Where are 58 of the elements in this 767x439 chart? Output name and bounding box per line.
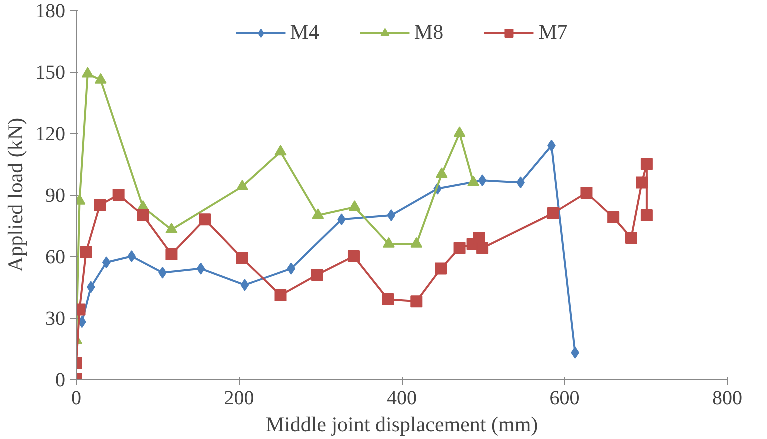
- point: [82, 67, 94, 78]
- point: [348, 250, 360, 262]
- point: [382, 237, 395, 248]
- point: [608, 212, 620, 224]
- point: [382, 294, 394, 306]
- x-tick-label: 800: [712, 388, 742, 410]
- point: [311, 268, 324, 281]
- point: [436, 168, 448, 178]
- x-tick-label: 400: [387, 388, 417, 410]
- point: [86, 281, 96, 294]
- point: [625, 232, 638, 244]
- y-tick-label: 60: [46, 246, 66, 268]
- point: [236, 180, 249, 190]
- point: [478, 174, 487, 187]
- point: [236, 252, 249, 265]
- point: [454, 242, 466, 254]
- point: [166, 248, 178, 260]
- point: [454, 126, 466, 138]
- point: [94, 73, 107, 84]
- y-tick-label: 0: [56, 370, 66, 392]
- point: [274, 289, 287, 302]
- x-tick-label: 200: [224, 388, 254, 410]
- point: [547, 207, 560, 220]
- x-axis-title: Middle joint displacement (mm): [266, 412, 538, 436]
- point: [166, 223, 178, 234]
- point: [240, 279, 250, 292]
- point: [80, 246, 92, 258]
- point: [348, 200, 361, 211]
- point: [94, 199, 106, 212]
- legend-label: M4: [290, 20, 320, 45]
- y-axis-title: Applied load (kN): [4, 118, 28, 272]
- y-tick-label: 150: [36, 62, 66, 84]
- point: [410, 296, 423, 308]
- point: [199, 214, 212, 226]
- point: [476, 242, 489, 254]
- y-tick-label: 30: [46, 308, 66, 330]
- point: [102, 256, 111, 269]
- point: [274, 145, 287, 156]
- legend-label: M7: [538, 20, 568, 45]
- point: [112, 189, 125, 201]
- point: [387, 210, 396, 222]
- point: [128, 250, 136, 262]
- y-tick-label: 180: [36, 0, 66, 22]
- x-tick-label: 0: [72, 388, 82, 410]
- point: [137, 210, 150, 222]
- point: [468, 176, 480, 186]
- x-tick-label: 600: [550, 388, 580, 410]
- y-tick-label: 90: [46, 185, 66, 207]
- point: [312, 208, 324, 220]
- point: [636, 176, 648, 189]
- point: [196, 262, 206, 275]
- point: [640, 210, 653, 222]
- y-tick-label: 120: [36, 124, 66, 146]
- point: [640, 158, 653, 170]
- point: [435, 262, 448, 275]
- legend-label: M8: [414, 20, 444, 45]
- point: [580, 186, 593, 199]
- point: [410, 237, 423, 248]
